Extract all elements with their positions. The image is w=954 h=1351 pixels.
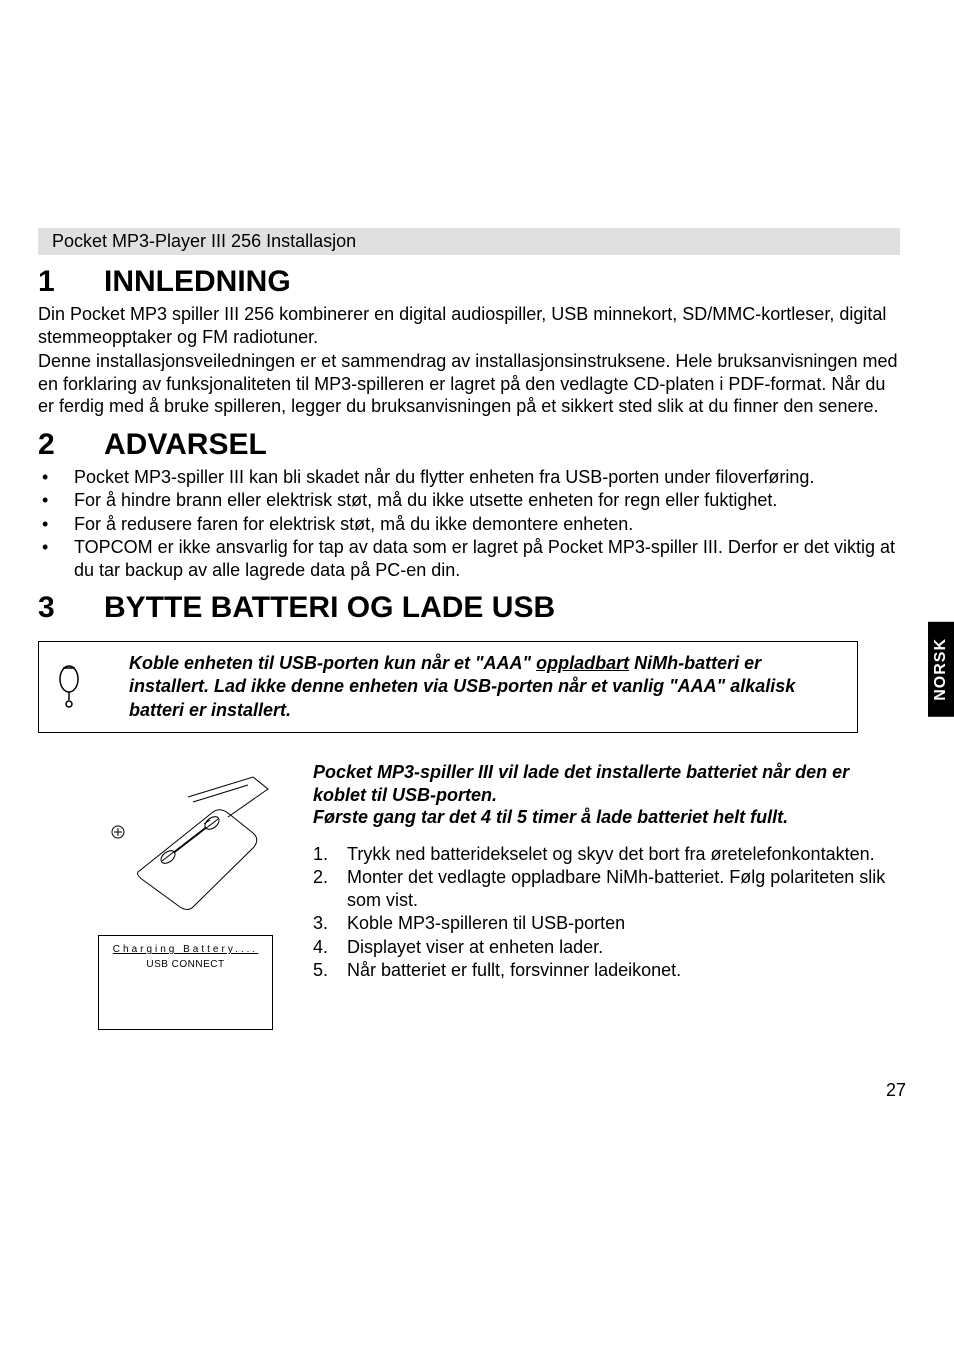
warning-text-underlined: oppladbart [536, 653, 629, 673]
step-text: Når batteriet er fullt, forsvinner ladei… [347, 959, 900, 982]
lcd-display-box: Charging Battery.... USB CONNECT [98, 935, 273, 1030]
section-1-paragraph-2: Denne installasjonsveiledningen er et sa… [38, 350, 900, 418]
section-1-heading: 1 INNLEDNING [38, 265, 900, 299]
step-text: Trykk ned batteridekselet og skyv det bo… [347, 843, 900, 866]
section-2-number: 2 [38, 428, 104, 462]
list-item: 2.Monter det vedlagte oppladbare NiMh-ba… [313, 866, 900, 911]
bullet-text: TOPCOM er ikke ansvarlig for tap av data… [74, 536, 900, 581]
step-number: 1. [313, 843, 347, 866]
bullet-icon: • [38, 536, 74, 581]
device-illustration [98, 757, 278, 917]
section-3-title: BYTTE BATTERI OG LADE USB [104, 591, 555, 625]
section-1-paragraph-1: Din Pocket MP3 spiller III 256 kombinere… [38, 303, 900, 348]
warning-icon-cell [39, 655, 99, 719]
section-2-heading: 2 ADVARSEL [38, 428, 900, 462]
caution-icon [52, 665, 86, 709]
section-3-heading: 3 BYTTE BATTERI OG LADE USB [38, 591, 900, 625]
list-item: 1.Trykk ned batteridekselet og skyv det … [313, 843, 900, 866]
step-number: 5. [313, 959, 347, 982]
warning-box: Koble enheten til USB-porten kun når et … [38, 641, 858, 733]
step-text: Displayet viser at enheten lader. [347, 936, 900, 959]
list-item: •Pocket MP3-spiller III kan bli skadet n… [38, 466, 900, 489]
warning-text: Koble enheten til USB-porten kun når et … [99, 642, 857, 732]
step-text: Monter det vedlagte oppladbare NiMh-batt… [347, 866, 900, 911]
list-item: •TOPCOM er ikke ansvarlig for tap av dat… [38, 536, 900, 581]
section-3-number: 3 [38, 591, 104, 625]
section-3-body: Charging Battery.... USB CONNECT Pocket … [38, 757, 900, 1030]
list-item: 5.Når batteriet er fullt, forsvinner lad… [313, 959, 900, 982]
list-item: 4.Displayet viser at enheten lader. [313, 936, 900, 959]
lcd-line-2: USB CONNECT [105, 959, 266, 970]
section-3-steps: 1.Trykk ned batteridekselet og skyv det … [313, 843, 900, 982]
bullet-text: Pocket MP3-spiller III kan bli skadet nå… [74, 466, 900, 489]
step-text: Koble MP3-spilleren til USB-porten [347, 912, 900, 935]
bullet-icon: • [38, 489, 74, 512]
language-tab: NORSK [928, 622, 954, 717]
step-number: 2. [313, 866, 347, 911]
list-item: •For å hindre brann eller elektrisk støt… [38, 489, 900, 512]
document-title-bar: Pocket MP3-Player III 256 Installasjon [38, 228, 900, 255]
left-column: Charging Battery.... USB CONNECT [38, 757, 283, 1030]
section-2-title: ADVARSEL [104, 428, 267, 462]
section-3-intro: Pocket MP3-spiller III vil lade det inst… [313, 761, 900, 829]
section-2-bullet-list: •Pocket MP3-spiller III kan bli skadet n… [38, 466, 900, 582]
step-number: 4. [313, 936, 347, 959]
bullet-icon: • [38, 513, 74, 536]
bullet-icon: • [38, 466, 74, 489]
page-content: Pocket MP3-Player III 256 Installasjon 1… [38, 228, 900, 1030]
bullet-text: For å hindre brann eller elektrisk støt,… [74, 489, 900, 512]
section-1-number: 1 [38, 265, 104, 299]
page-number: 27 [886, 1080, 906, 1101]
bullet-text: For å redusere faren for elektrisk støt,… [74, 513, 900, 536]
section-1-title: INNLEDNING [104, 265, 291, 299]
lcd-line-1: Charging Battery.... [105, 944, 266, 955]
right-column: Pocket MP3-spiller III vil lade det inst… [313, 757, 900, 1030]
step-number: 3. [313, 912, 347, 935]
list-item: 3.Koble MP3-spilleren til USB-porten [313, 912, 900, 935]
list-item: •For å redusere faren for elektrisk støt… [38, 513, 900, 536]
warning-text-pre: Koble enheten til USB-porten kun når et … [129, 653, 536, 673]
